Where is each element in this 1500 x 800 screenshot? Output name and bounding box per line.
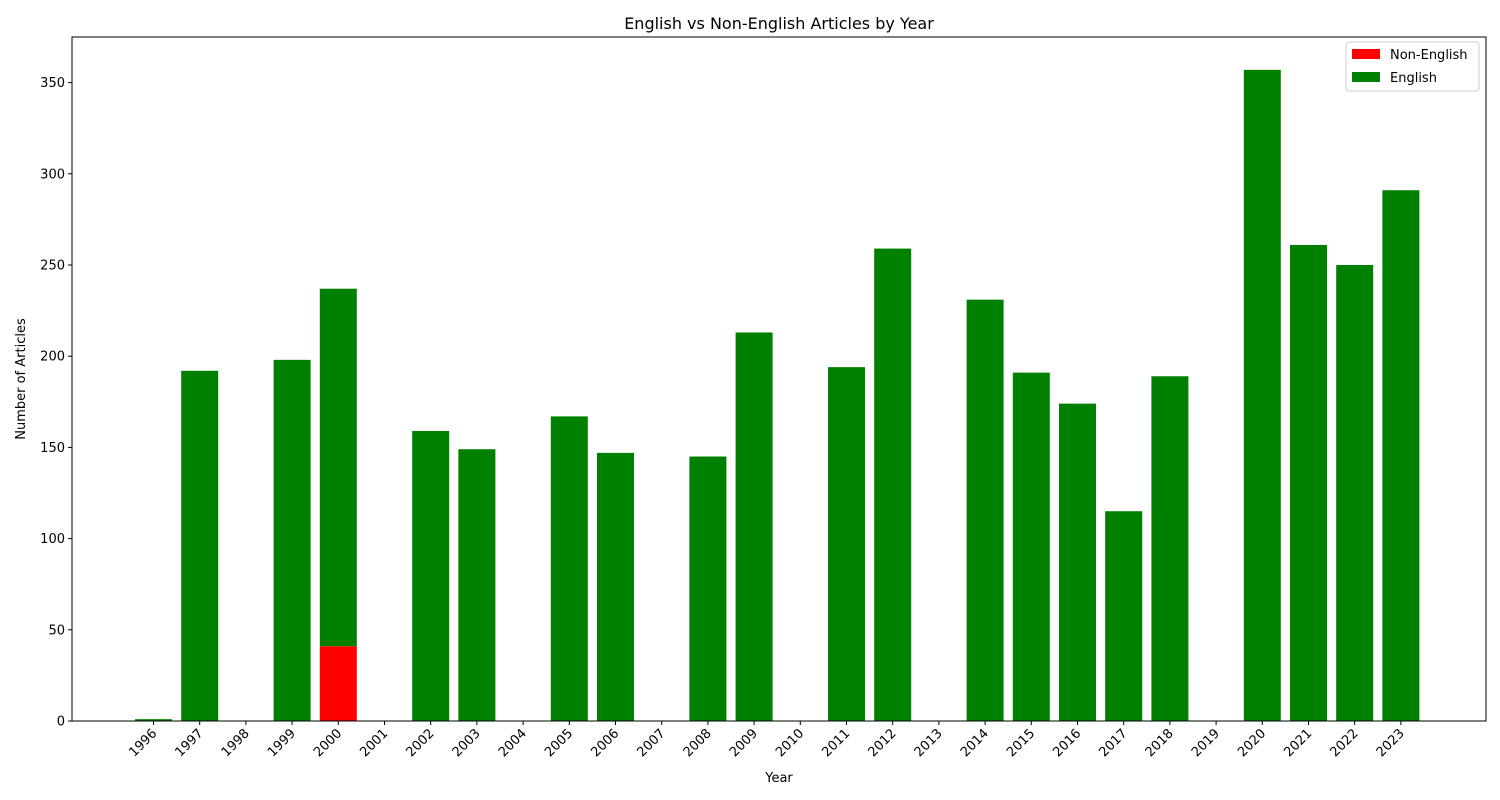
y-tick-label: 150 (40, 441, 65, 456)
bar-english-2022 (1336, 265, 1374, 721)
bar-english-2005 (550, 416, 588, 721)
legend-label-non-english: Non-English (1390, 48, 1468, 63)
bar-english-2012 (874, 248, 912, 722)
legend-label-english: English (1390, 71, 1437, 86)
y-axis: 0 50 100 150 200 250 300 350 (40, 76, 72, 730)
bar-english-2016 (1059, 403, 1096, 721)
y-tick-label: 0 (57, 715, 65, 730)
y-axis-label: Number of Articles (14, 318, 29, 440)
bar-english-2009 (735, 332, 773, 721)
bar-english-2008 (689, 456, 727, 721)
bar-english-2021 (1290, 244, 1327, 721)
bar-english-2000 (319, 288, 357, 647)
bar-english-2002 (412, 430, 450, 721)
y-tick-label: 50 (48, 623, 65, 638)
legend-swatch-english (1352, 72, 1380, 82)
y-tick-label: 250 (40, 259, 65, 274)
bar-english-2014 (966, 299, 1004, 721)
y-tick-label: 200 (40, 350, 65, 365)
legend: Non-English English (1345, 41, 1480, 92)
bar-english-1999 (273, 359, 311, 721)
bar-english-2006 (597, 452, 634, 721)
bar-english-1996 (135, 719, 172, 721)
legend-swatch-non-english (1352, 49, 1380, 59)
bar-group (135, 69, 1420, 722)
x-axis-label: Year (764, 771, 793, 786)
y-tick-label: 300 (40, 167, 65, 182)
bar-english-2017 (1105, 511, 1143, 721)
bar-english-2023 (1382, 190, 1420, 721)
bar-english-2003 (458, 449, 496, 721)
bar-non-english-2000 (319, 646, 357, 721)
chart-title: English vs Non-English Articles by Year (624, 14, 934, 33)
bar-english-2015 (1012, 372, 1050, 721)
bar-english-2020 (1243, 69, 1281, 721)
y-tick-label: 100 (40, 532, 65, 547)
bar-english-1997 (181, 370, 219, 721)
bar-english-2018 (1151, 376, 1189, 721)
bar-english-2011 (828, 367, 865, 721)
plot-frame (71, 36, 1487, 722)
y-tick-label: 350 (40, 76, 65, 91)
